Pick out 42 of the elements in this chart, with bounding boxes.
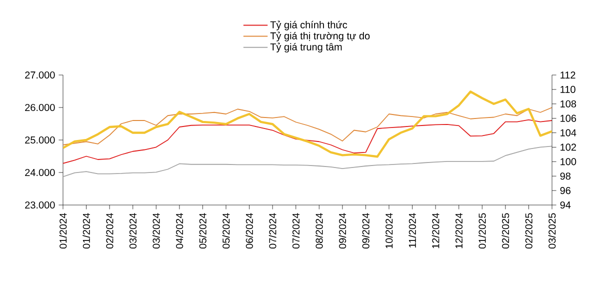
x-tick-label: 01/2024 bbox=[59, 213, 67, 249]
y2-tick-label: 110 bbox=[560, 86, 576, 93]
x-tick-label: 05/2024 bbox=[199, 213, 206, 249]
x-tick-label: 05/2024 bbox=[222, 213, 230, 249]
x-tick-label: 02/2025 bbox=[525, 213, 532, 249]
y-tick-label: 23.000 bbox=[25, 201, 55, 209]
x-tick-label: 03/2025 bbox=[548, 213, 556, 249]
x-tick-label: 11/2024 bbox=[408, 213, 416, 248]
x-tick-label: 01/2024 bbox=[82, 213, 90, 249]
y-tick-label: 25.000 bbox=[25, 136, 55, 144]
y2-tick-label: 100 bbox=[560, 158, 576, 166]
y2-tick-label: 112 bbox=[560, 72, 576, 78]
x-tick-label: 10/2024 bbox=[385, 213, 393, 248]
line-series bbox=[63, 107, 552, 146]
x-tick-label: 03/2024 bbox=[129, 213, 137, 249]
legend-label: Tỷ giá chính thức bbox=[270, 20, 348, 30]
x-tick-label: 12/2024 bbox=[455, 213, 463, 248]
x-tick-label: 03/2024 bbox=[152, 213, 160, 249]
y2-tick-label: 98 bbox=[560, 172, 570, 180]
y2-tick-label: 108 bbox=[560, 100, 576, 108]
x-tick-label: 04/2024 bbox=[176, 213, 184, 249]
x-tick-label: 01/2025 bbox=[478, 213, 486, 249]
y2-tick-label: 94 bbox=[560, 201, 571, 209]
x-tick-label: 08/2024 bbox=[315, 213, 323, 249]
y-tick-label: 26.000 bbox=[25, 104, 55, 112]
x-tick-label: 09/2024 bbox=[338, 213, 346, 249]
y-tick-label: 27.000 bbox=[25, 71, 55, 79]
legend-label: Tỷ giá trung tâm bbox=[270, 42, 342, 52]
x-tick-label: 02/2024 bbox=[106, 213, 114, 249]
x-tick-label: 07/2024 bbox=[292, 213, 300, 249]
y2-tick-label: 106 bbox=[560, 114, 576, 122]
x-tick-label: 09/2024 bbox=[362, 213, 370, 249]
x-tick-label: 12/2024 bbox=[432, 213, 440, 248]
x-tick-label: 02/2025 bbox=[502, 213, 510, 249]
x-tick-label: 07/2024 bbox=[268, 213, 276, 249]
y2-tick-label: 96 bbox=[560, 187, 570, 194]
x-tick-label: 06/2024 bbox=[246, 213, 253, 249]
y2-tick-label: 104 bbox=[560, 129, 576, 136]
y2-tick-label: 102 bbox=[560, 144, 576, 151]
legend-label: Tỷ giá thị trường tự do bbox=[270, 32, 370, 42]
y-tick-label: 24.000 bbox=[25, 168, 55, 176]
line-series bbox=[63, 90, 552, 158]
